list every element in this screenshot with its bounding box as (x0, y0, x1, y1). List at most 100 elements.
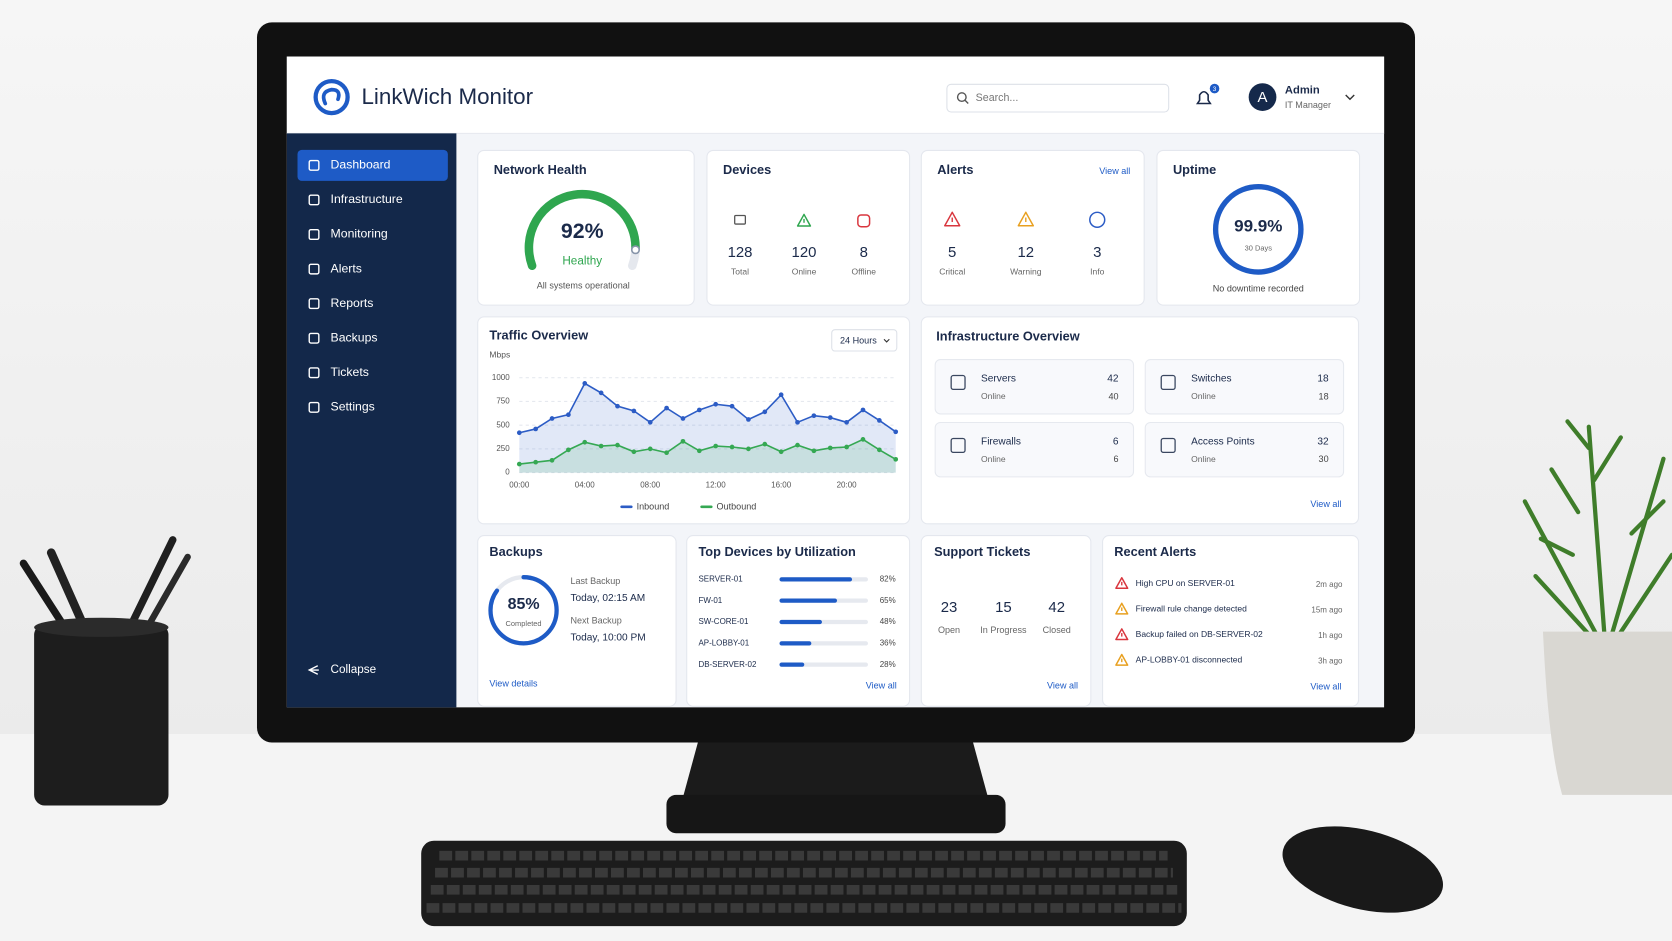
nav-icon (308, 263, 320, 275)
x-tick-label: 16:00 (771, 481, 792, 490)
view-link[interactable]: View all (1099, 166, 1130, 176)
nav-item[interactable]: Dashboard (331, 158, 391, 172)
data-point (827, 445, 833, 451)
view-link[interactable]: View all (1047, 680, 1078, 690)
nav-icon (308, 298, 320, 310)
data-point (827, 415, 833, 420)
avatar[interactable] (1248, 83, 1277, 111)
data-point (631, 408, 637, 414)
legend-label: Outbound (717, 502, 757, 512)
gauge-value (524, 189, 640, 271)
stem (1613, 552, 1672, 643)
data-point (631, 449, 637, 455)
stat-value: 12 (1018, 244, 1035, 261)
pen-cup (34, 624, 169, 806)
data-point (647, 419, 653, 425)
warning-icon (944, 211, 961, 227)
bar (779, 662, 805, 667)
data-point (549, 416, 555, 421)
data-point (582, 439, 588, 445)
stem (1608, 456, 1666, 643)
nav-item[interactable]: Backups (331, 330, 378, 344)
collapse-icon (307, 665, 319, 675)
stat-label: Critical (939, 266, 965, 276)
series-line (519, 382, 897, 434)
uptime-note: No downtime recorded (1213, 284, 1304, 294)
data-point (844, 419, 849, 425)
plant (1522, 419, 1672, 643)
x-tick-label: 08:00 (640, 481, 661, 490)
y-tick-label: 250 (496, 444, 510, 453)
notification-bell[interactable] (1195, 90, 1212, 105)
nav-icon (308, 159, 320, 171)
infra-total: 32 (1317, 436, 1329, 447)
device-name: DB-SERVER-02 (698, 660, 757, 669)
x-tick-label: 20:00 (837, 481, 858, 490)
alert-time: 3h ago (1318, 657, 1343, 666)
x-tick-label: 12:00 (706, 481, 727, 490)
user-role: IT Manager (1285, 100, 1331, 110)
card-title: Support Tickets (934, 544, 1030, 559)
stat-value: 23 (941, 599, 958, 616)
health-status: Healthy (562, 254, 602, 267)
stat-label: Closed (1043, 625, 1071, 635)
nav-item[interactable]: Settings (331, 400, 375, 414)
data-point (696, 407, 702, 413)
user-menu-chevron[interactable] (1345, 94, 1355, 101)
view-link[interactable]: View all (1310, 499, 1341, 509)
range-dropdown[interactable] (831, 329, 898, 352)
card-title: Top Devices by Utilization (698, 544, 856, 559)
uptime-value: 99.9% (1234, 217, 1282, 236)
y-tick-label: 0 (505, 468, 510, 477)
y-tick-label: 750 (496, 397, 510, 406)
bar (779, 641, 812, 646)
leaves (1538, 419, 1666, 557)
view-link[interactable]: View all (1310, 681, 1341, 691)
data-point (615, 403, 620, 409)
device-name: SW-CORE-01 (698, 617, 749, 626)
stem (1586, 424, 1607, 643)
nav-item[interactable]: Alerts (331, 261, 362, 275)
view-link[interactable]: View all (866, 680, 897, 690)
infra-name: Servers (981, 373, 1016, 384)
pen (19, 559, 70, 634)
notification-badge (1209, 83, 1220, 94)
gauge-knob (630, 245, 641, 255)
nav-icon (308, 367, 320, 379)
warning-icon (1115, 602, 1129, 615)
data-point (516, 461, 522, 467)
nav-item[interactable]: Tickets (331, 365, 369, 379)
infra-status: Online (981, 454, 1006, 464)
bar (779, 598, 838, 603)
logo-icon (313, 78, 350, 116)
backup-value: 85% (508, 596, 540, 613)
nav-item[interactable]: Reports (331, 296, 374, 310)
stat-value: 8 (860, 244, 868, 261)
nav-item[interactable]: Infrastructure (331, 192, 403, 206)
collapse-button[interactable]: Collapse (331, 663, 377, 676)
stem (1533, 573, 1597, 643)
series-area (519, 439, 896, 473)
warning-icon (1115, 576, 1129, 590)
data-point (598, 390, 604, 396)
data-point (566, 447, 571, 453)
keyboard-keys (426, 850, 1182, 913)
view-link[interactable]: View details (489, 678, 538, 688)
data-point (713, 401, 719, 407)
infrastructure-card (920, 316, 1360, 525)
data-point (729, 403, 735, 409)
alert-text: AP-LOBBY-01 disconnected (1136, 655, 1243, 665)
alert-time: 1h ago (1318, 631, 1343, 640)
pen (124, 536, 177, 636)
data-point (713, 443, 719, 449)
search-box[interactable] (946, 83, 1170, 113)
nav-item[interactable]: Monitoring (331, 227, 388, 241)
data-point (549, 457, 555, 463)
infra-name: Firewalls (981, 436, 1021, 447)
card-title: Alerts (937, 162, 973, 177)
backup-time: Today, 02:15 AM (570, 593, 645, 604)
series-line (519, 438, 897, 465)
nav-active-bg (297, 149, 448, 181)
data-point (664, 450, 669, 456)
nav-icon (308, 401, 320, 413)
